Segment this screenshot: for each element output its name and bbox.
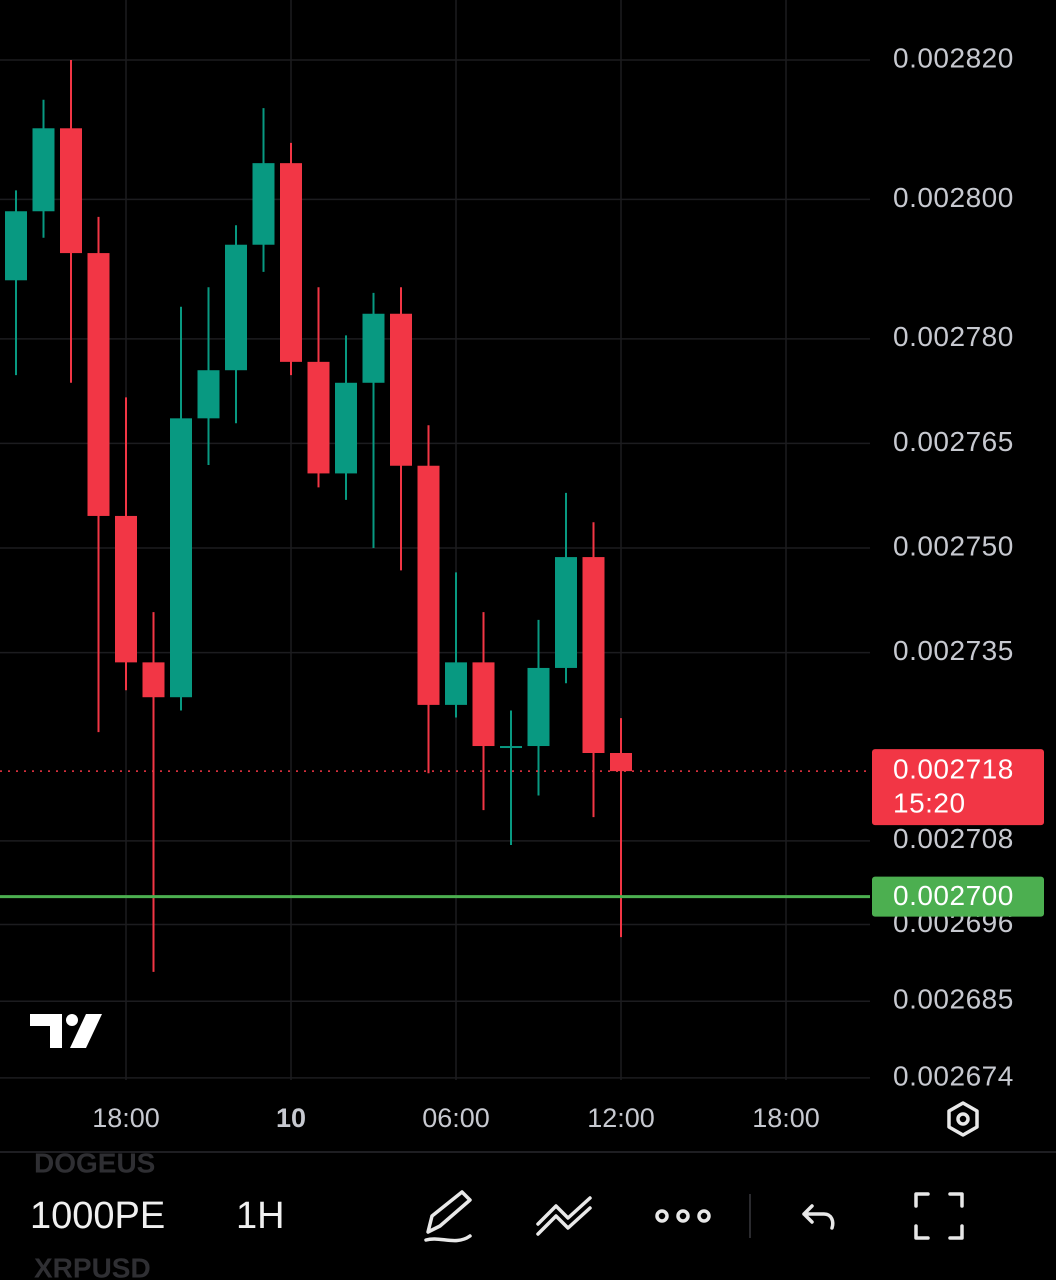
price-label: 0.002718 <box>893 754 1014 785</box>
dot-icon[interactable] <box>655 1209 669 1223</box>
candle-body <box>555 557 577 668</box>
candle-body <box>307 361 330 474</box>
candle-body <box>197 370 220 419</box>
candle-body <box>87 253 110 516</box>
candle-body <box>417 465 440 705</box>
candle-body <box>252 163 275 245</box>
candle-body <box>170 418 192 698</box>
logo-part <box>70 1014 102 1048</box>
candle-body <box>32 128 55 212</box>
fullscreen-button[interactable] <box>914 1192 964 1240</box>
x-tick-label: 18:00 <box>752 1103 820 1133</box>
y-tick-label: 0.002685 <box>893 984 1014 1015</box>
y-tick-label: 0.002765 <box>893 426 1014 457</box>
x-tick-label: 18:00 <box>92 1103 160 1133</box>
symbol-faded[interactable]: XRPUSD <box>34 1252 151 1280</box>
gear-icon[interactable] <box>947 1101 979 1137</box>
y-tick-label: 0.002800 <box>893 182 1014 213</box>
y-tick-label: 0.002735 <box>893 635 1014 666</box>
candle-body <box>610 753 632 772</box>
candle-body <box>5 211 27 281</box>
y-tick-label: 0.002780 <box>893 321 1014 352</box>
x-tick-label: 06:00 <box>422 1103 490 1133</box>
price-label-bg <box>872 749 1044 826</box>
x-tick-label: 12:00 <box>587 1103 655 1133</box>
y-tick-label: 0.002750 <box>893 530 1014 561</box>
candle-body <box>500 746 522 749</box>
more-button[interactable] <box>655 1209 711 1223</box>
y-tick-label: 0.002708 <box>893 823 1014 854</box>
undo-button[interactable] <box>802 1204 835 1230</box>
horizontal-line-label: 0.002700 <box>893 880 1014 911</box>
dot-icon[interactable] <box>676 1209 690 1223</box>
x-tick-label: 10 <box>276 1103 306 1133</box>
gear-icon[interactable] <box>956 1112 970 1126</box>
tradingview-logo <box>30 1014 102 1048</box>
interval-button[interactable]: 1H <box>236 1195 285 1237</box>
logo-part <box>66 1014 78 1026</box>
settings-button[interactable] <box>947 1101 979 1137</box>
candle-body <box>115 515 137 663</box>
draw-tool-button[interactable] <box>424 1190 472 1243</box>
indicator-button[interactable] <box>536 1196 592 1236</box>
candle-body <box>280 163 302 362</box>
dot-icon[interactable] <box>697 1209 711 1223</box>
logo-part <box>30 1014 62 1048</box>
candle-body <box>335 382 357 474</box>
candle-body <box>142 662 165 698</box>
candle-body <box>225 244 247 371</box>
symbol-current[interactable]: 1000PE <box>30 1195 165 1237</box>
candle-body <box>390 313 412 466</box>
candle-body <box>527 667 550 747</box>
price-countdown: 15:20 <box>893 788 966 819</box>
indicator-icon[interactable] <box>536 1196 592 1236</box>
undo-icon[interactable] <box>802 1204 835 1230</box>
chart: 18:00 10 06:00 12:00 18:00 0.002820 0.002800 0.… <box>0 0 1044 1133</box>
candle-body <box>445 662 467 705</box>
y-tick-label: 0.002820 <box>893 42 1014 73</box>
fullscreen-icon[interactable] <box>914 1192 964 1240</box>
candle-body <box>582 557 605 754</box>
candle-body <box>60 128 82 254</box>
horizontal-line-label-bg <box>872 876 1044 917</box>
pencil-icon[interactable] <box>424 1190 472 1243</box>
candle-body <box>362 313 385 383</box>
candle-body <box>472 662 495 747</box>
y-tick-label: 0.002674 <box>893 1060 1014 1091</box>
symbol-faded[interactable]: DOGEUS <box>34 1147 155 1178</box>
